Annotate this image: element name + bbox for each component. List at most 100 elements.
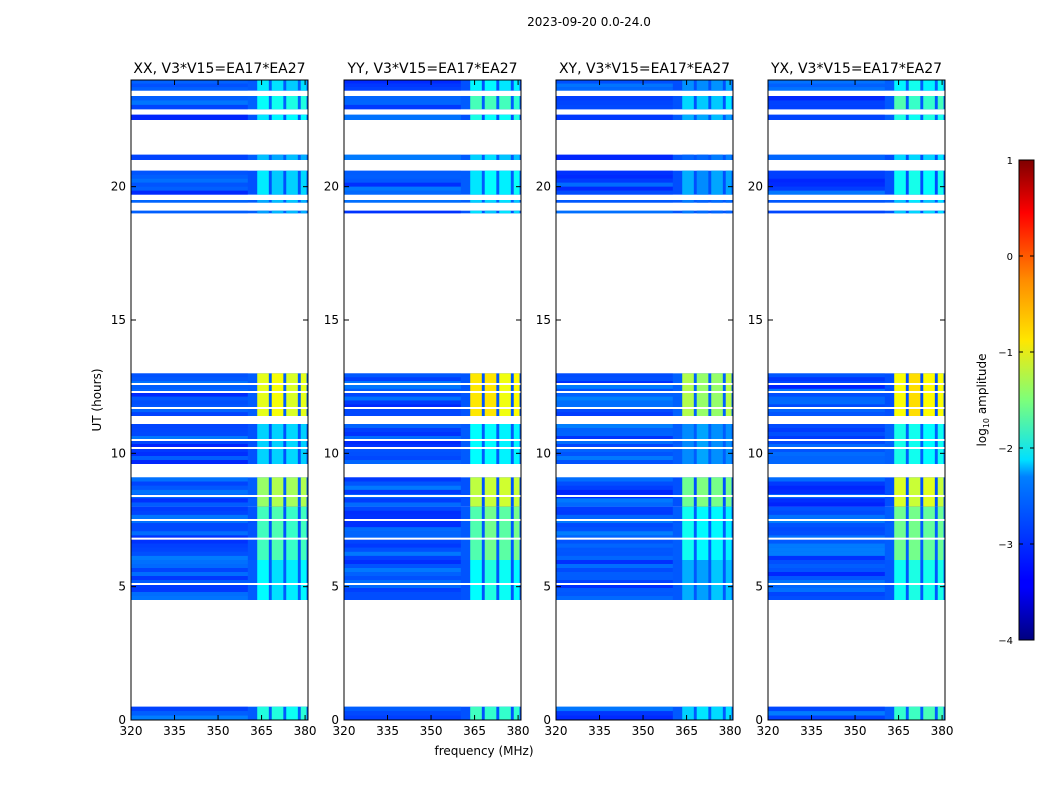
noise-row [768, 535, 885, 540]
noise-row [131, 555, 248, 560]
hot-channel [513, 477, 520, 507]
noise-row [556, 174, 673, 179]
noise-row [131, 182, 248, 187]
noise-row [344, 564, 461, 568]
noise-row [131, 576, 248, 580]
hot-channel [696, 170, 709, 195]
flag-gap [556, 137, 733, 140]
hot-channel [711, 210, 723, 214]
noise-row [768, 200, 885, 203]
noise-row [556, 580, 673, 584]
hot-channel [696, 477, 709, 507]
flag-gap [131, 127, 308, 129]
hot-channel [499, 154, 511, 160]
hot-channel [300, 506, 307, 560]
noise-row [344, 588, 461, 592]
noise-row [344, 174, 461, 179]
flag-gap [131, 472, 308, 475]
hot-channel [484, 96, 497, 110]
hot-channel [923, 154, 935, 160]
flag-gap [131, 132, 308, 135]
noise-row [131, 514, 248, 519]
flag-gap [131, 495, 308, 497]
noise-row [556, 560, 673, 564]
hot-channel [923, 170, 935, 195]
hot-channel [271, 154, 284, 160]
hot-channel [286, 210, 298, 214]
noise-row [131, 535, 248, 540]
hot-channel [484, 170, 497, 195]
noise-row [131, 588, 248, 592]
hot-channel [513, 154, 520, 160]
noise-row [556, 432, 673, 436]
hot-channel [300, 560, 307, 600]
hot-channel [696, 424, 709, 464]
y-tick-label: 0 [755, 713, 763, 727]
noise-row [556, 588, 673, 592]
hot-channel [711, 200, 723, 203]
hot-channel [300, 706, 307, 720]
noise-row [768, 114, 885, 120]
noise-row [556, 481, 673, 486]
flag-gap [556, 447, 733, 449]
flag-gap [344, 132, 521, 135]
noise-row [768, 568, 885, 572]
hot-channel [257, 424, 269, 464]
hot-channel [908, 170, 921, 195]
hot-channel [257, 706, 269, 720]
hot-channel [923, 80, 935, 91]
hot-channel [257, 154, 269, 160]
hot-channel [696, 200, 709, 203]
hot-channel [682, 506, 694, 560]
noise-row [556, 436, 673, 440]
noise-row [131, 596, 248, 600]
hot-channel [923, 506, 935, 560]
hot-channel [725, 706, 732, 720]
colorbar-gradient [1018, 159, 1035, 641]
noise-row [768, 100, 885, 105]
hot-channel [937, 210, 944, 214]
noise-row [344, 200, 461, 203]
flag-gap [344, 383, 521, 385]
noise-row [768, 564, 885, 568]
hot-channel [513, 200, 520, 203]
noise-row [131, 114, 248, 120]
noise-row [344, 477, 461, 482]
hot-channel [470, 210, 482, 214]
hot-channel [725, 477, 732, 507]
y-tick-label: 20 [536, 180, 551, 194]
noise-row [768, 80, 885, 84]
noise-row [768, 373, 885, 378]
hot-channel [271, 80, 284, 91]
hot-channel [499, 210, 511, 214]
noise-row [131, 432, 248, 436]
noise-row [344, 170, 461, 175]
noise-row [556, 576, 673, 580]
hot-channel [696, 154, 709, 160]
hot-channel [908, 373, 921, 416]
hot-channel [470, 477, 482, 507]
flag-gap [556, 439, 733, 441]
flag-gap [344, 467, 521, 469]
noise-row [768, 452, 885, 456]
noise-row [344, 154, 461, 160]
noise-row [556, 392, 673, 397]
hot-channel [300, 373, 307, 416]
noise-row [768, 460, 885, 464]
x-tick-label: 380 [931, 724, 954, 738]
noise-row [131, 498, 248, 503]
noise-row [768, 584, 885, 588]
colorbar-tick-label: −2 [998, 444, 1013, 455]
noise-row [131, 190, 248, 195]
x-tick-label: 365 [463, 724, 486, 738]
colorbar-tick-label: 0 [1007, 252, 1013, 263]
y-tick-label: 10 [324, 446, 339, 460]
hot-channel [682, 114, 694, 120]
noise-row [556, 404, 673, 409]
flag-gap [131, 467, 308, 469]
hot-channel [937, 170, 944, 195]
noise-row [131, 178, 248, 183]
noise-row [344, 182, 461, 187]
noise-row [768, 182, 885, 187]
noise-row [768, 527, 885, 532]
